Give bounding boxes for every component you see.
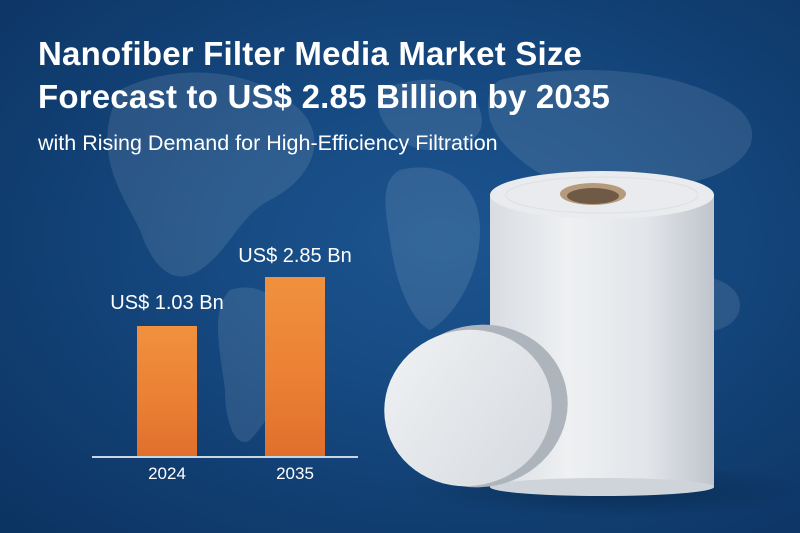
title-line-2: Forecast to US$ 2.85 Billion by 2035 <box>38 78 611 115</box>
bar-2035 <box>265 277 325 456</box>
bar-value-label-2035: US$ 2.85 Bn <box>238 245 352 267</box>
x-tick-2035: 2035 <box>276 464 314 483</box>
product-illustration <box>384 171 800 518</box>
subtitle: with Rising Demand for High-Efficiency F… <box>38 131 498 155</box>
bar-chart: US$ 1.03 Bn US$ 2.85 Bn 2024 2035 <box>92 245 358 483</box>
title-line-1: Nanofiber Filter Media Market Size <box>38 35 583 72</box>
bar-2024 <box>137 326 197 456</box>
x-tick-2024: 2024 <box>148 464 186 483</box>
filter-disc-icon <box>384 324 568 488</box>
x-axis-baseline <box>92 456 358 458</box>
page-title: Nanofiber Filter Media Market Size Forec… <box>38 32 610 118</box>
bar-value-label-2024: US$ 1.03 Bn <box>110 292 224 314</box>
